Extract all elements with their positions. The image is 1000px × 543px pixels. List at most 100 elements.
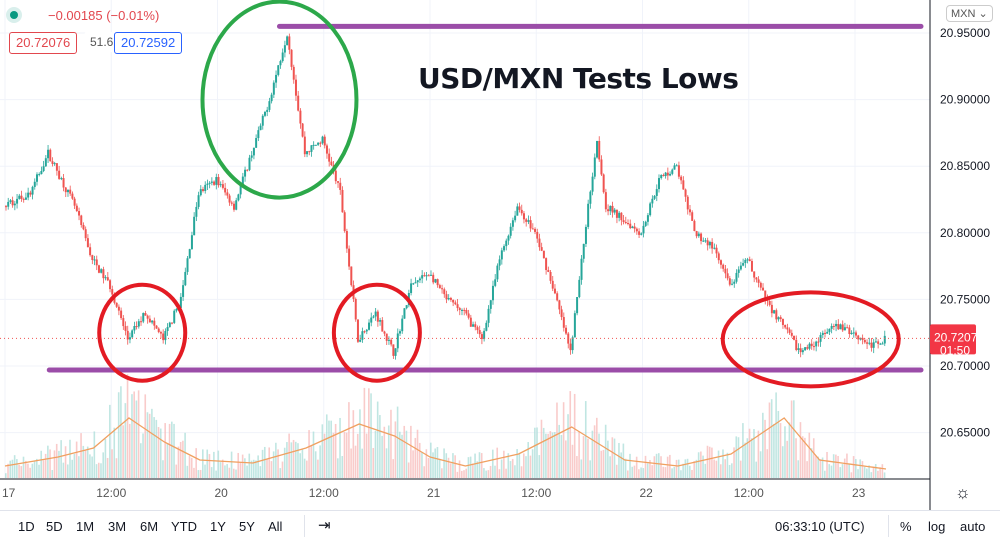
volume-bar — [764, 419, 766, 478]
candle-body — [498, 259, 501, 266]
candle-body — [773, 310, 776, 314]
volume-bar — [135, 400, 138, 478]
candle-body — [356, 319, 359, 342]
range-6m[interactable]: 6M — [140, 519, 159, 534]
volume-bar — [330, 420, 332, 478]
volume-bar — [852, 456, 855, 478]
volume-bar — [443, 448, 445, 478]
candle-body — [514, 215, 517, 221]
volume-bar — [213, 451, 215, 478]
candle-body — [846, 327, 849, 329]
candle-body — [584, 226, 587, 244]
bid-price[interactable]: 20.72076 — [9, 32, 78, 54]
volume-bar — [686, 458, 689, 478]
volume-bar — [527, 442, 529, 478]
candle-body — [403, 308, 406, 319]
y-tick-label: 20.75000 — [940, 292, 990, 306]
volume-bar — [27, 463, 29, 478]
candle-body — [441, 288, 444, 290]
volume-bar — [186, 465, 189, 478]
candle-body — [363, 331, 366, 333]
volume-bar — [812, 438, 815, 478]
candle-body — [697, 233, 700, 237]
volume-bar — [226, 464, 228, 478]
ask-price[interactable]: 20.72592 — [114, 32, 183, 54]
volume-bar — [197, 470, 200, 478]
volume-bar — [615, 464, 618, 478]
candle-body — [117, 306, 120, 311]
candle-body — [190, 235, 193, 250]
range-1d[interactable]: 1D — [18, 519, 35, 534]
volume-bar — [352, 410, 355, 478]
volume-bar — [883, 472, 886, 478]
volume-bar — [607, 440, 609, 478]
candle-body — [529, 220, 532, 229]
volume-bar — [547, 433, 549, 478]
auto-toggle[interactable]: auto — [960, 519, 986, 534]
range-ytd[interactable]: YTD — [171, 519, 197, 534]
volume-bar — [153, 417, 155, 478]
candle-body — [598, 140, 601, 160]
volume-bar — [651, 465, 653, 478]
volume-bar — [44, 453, 47, 478]
currency-select[interactable]: MXN ⌄ — [946, 5, 993, 22]
volume-bar — [755, 461, 757, 478]
candle-body — [832, 325, 835, 327]
volume-bar — [476, 461, 479, 478]
price-chart[interactable]: 20.95000 20.90000 20.85000 20.80000 20.75000… — [0, 0, 1000, 510]
volume-bar — [151, 408, 153, 478]
goto-date-icon[interactable]: ⇥ — [318, 517, 331, 534]
range-1y[interactable]: 1Y — [210, 519, 226, 534]
candle-body — [215, 177, 218, 185]
volume-bar — [841, 464, 844, 478]
volume-bar — [766, 449, 769, 478]
y-tick-label: 20.70000 — [940, 359, 990, 373]
candle-body — [487, 308, 490, 323]
volume-bar — [374, 430, 377, 478]
volume-bar — [657, 453, 660, 478]
candle-body — [259, 125, 262, 131]
percent-toggle[interactable]: % — [900, 519, 912, 534]
candle-body — [824, 332, 827, 334]
volume-bar — [288, 433, 290, 478]
divider — [304, 515, 305, 537]
range-5d[interactable]: 5D — [46, 519, 63, 534]
candle-body — [279, 61, 282, 66]
candle-body — [591, 176, 594, 192]
settings-gear-icon[interactable]: ☼ — [955, 483, 971, 502]
candle-body — [770, 304, 773, 314]
volume-bar — [711, 447, 713, 478]
candle-body — [146, 315, 149, 319]
range-1m[interactable]: 1M — [76, 519, 95, 534]
volume-bar — [598, 433, 600, 478]
candle-body — [434, 279, 437, 283]
candle-body — [188, 249, 191, 259]
volume-bar — [283, 447, 286, 478]
log-toggle[interactable]: log — [928, 519, 946, 534]
candle-body — [852, 332, 855, 334]
candle-body — [788, 329, 791, 333]
volume-bar — [392, 459, 394, 478]
range-5y[interactable]: 5Y — [239, 519, 255, 534]
candle-body — [644, 221, 647, 226]
volume-bar — [430, 442, 432, 478]
candle-body — [263, 111, 266, 116]
range-all[interactable]: All — [268, 519, 283, 534]
candle-body — [691, 212, 694, 221]
volume-bar — [848, 464, 850, 478]
y-tick-label: 20.95000 — [940, 26, 990, 40]
volume-bar — [702, 455, 704, 478]
candle-body — [452, 299, 455, 303]
candle-body — [808, 343, 811, 349]
candle-body — [664, 172, 667, 177]
volume-bar — [611, 437, 614, 478]
candle-body — [401, 318, 404, 332]
candle-body — [669, 173, 672, 176]
candle-body — [151, 320, 154, 323]
volume-bar — [857, 469, 859, 478]
candle-body — [35, 174, 38, 182]
candle-body — [602, 174, 605, 193]
candle-body — [633, 226, 636, 229]
range-3m[interactable]: 3M — [108, 519, 127, 534]
volume-bar — [613, 438, 616, 478]
